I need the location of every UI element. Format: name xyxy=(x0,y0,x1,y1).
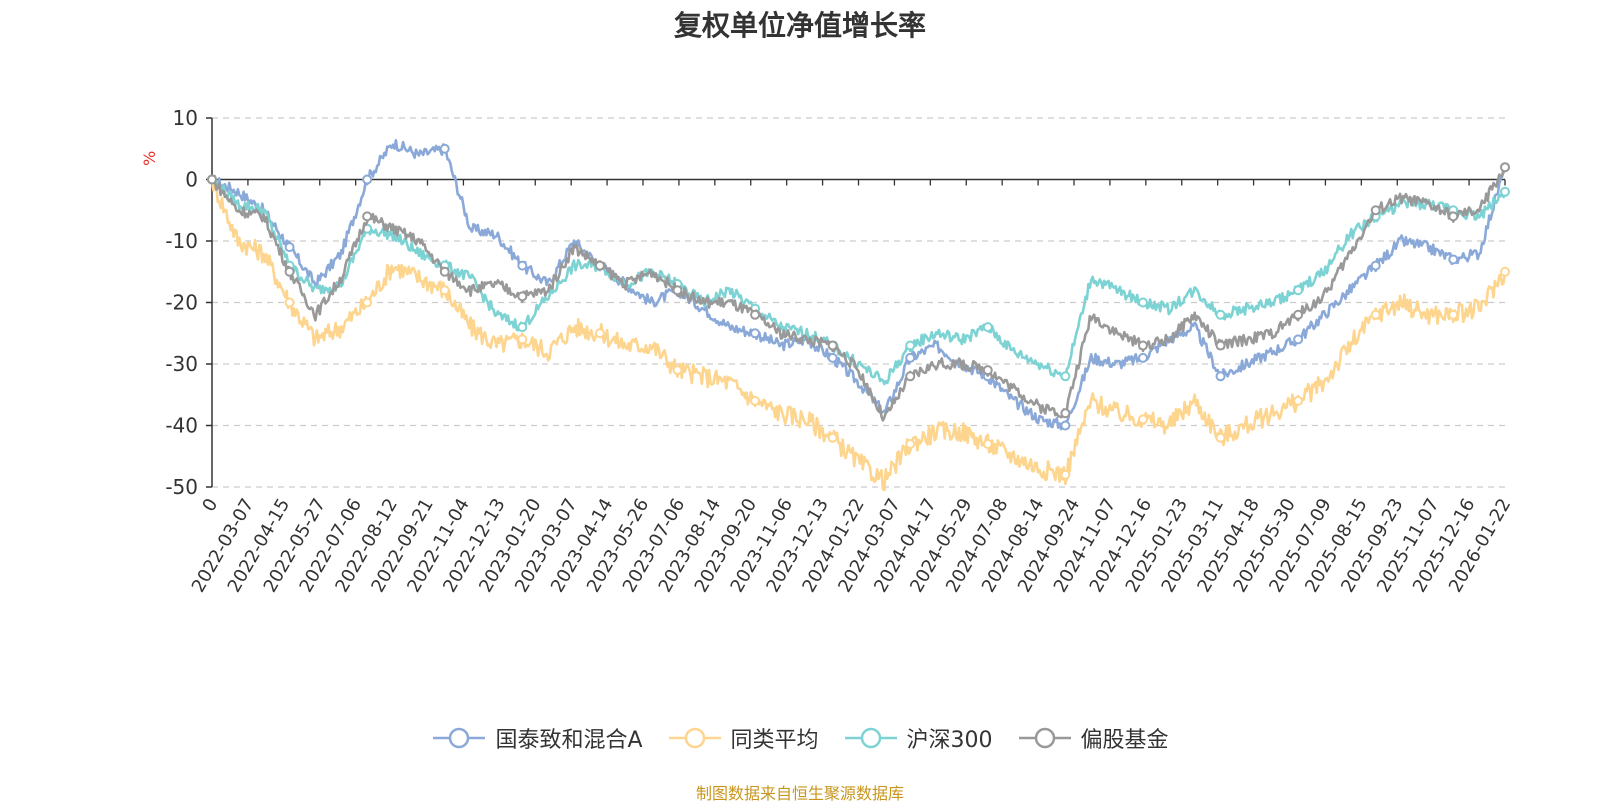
data-point xyxy=(517,334,528,345)
data-point xyxy=(1060,469,1071,480)
data-point xyxy=(1215,309,1226,320)
series-lines xyxy=(207,139,1510,492)
data-point xyxy=(982,322,993,333)
data-point xyxy=(1448,211,1459,222)
data-point xyxy=(1370,309,1381,320)
data-point xyxy=(1215,432,1226,443)
data-point xyxy=(1500,266,1510,277)
data-point xyxy=(1137,352,1148,363)
data-point xyxy=(1060,371,1071,382)
data-point xyxy=(905,438,916,449)
data-point xyxy=(827,352,838,363)
series-line xyxy=(211,166,1507,422)
data-point xyxy=(750,328,761,339)
grid-lines xyxy=(212,117,1505,488)
series-line xyxy=(210,139,1506,431)
legend-item[interactable]: 国泰致和混合A xyxy=(431,722,643,754)
data-point xyxy=(1293,309,1304,320)
source-note: 制图数据来自恒生聚源数据库 xyxy=(695,784,904,803)
y-tick-label: -40 xyxy=(165,414,198,438)
data-point xyxy=(284,242,295,253)
data-point xyxy=(672,365,683,376)
data-point xyxy=(982,438,993,449)
legend-item[interactable]: 偏股基金 xyxy=(1017,722,1169,754)
data-point xyxy=(750,309,761,320)
data-point xyxy=(1448,254,1459,265)
data-point xyxy=(905,352,916,363)
data-point xyxy=(439,285,450,296)
data-point xyxy=(1500,162,1510,173)
data-point xyxy=(362,211,373,222)
data-point xyxy=(362,174,373,185)
data-point xyxy=(207,174,217,185)
data-point xyxy=(1137,340,1148,351)
chart-title: 复权单位净值增长率 xyxy=(673,9,926,42)
legend-label: 同类平均 xyxy=(730,728,819,753)
data-point xyxy=(1500,186,1510,197)
y-tick-label: -50 xyxy=(165,475,198,499)
series-line xyxy=(210,178,1507,386)
y-tick-label: -20 xyxy=(165,291,198,315)
y-tick-label: -10 xyxy=(165,229,198,253)
data-point xyxy=(1137,297,1148,308)
data-point xyxy=(517,260,528,271)
data-point xyxy=(827,340,838,351)
data-point xyxy=(594,328,605,339)
x-tick-label: 0 xyxy=(198,495,222,515)
data-point xyxy=(1060,420,1071,431)
y-tick-label: 0 xyxy=(185,168,198,192)
data-point xyxy=(905,371,916,382)
y-axis-unit-label: % xyxy=(140,151,159,166)
data-point xyxy=(1137,414,1148,425)
legend: 国泰致和混合A 同类平均 沪深300 偏股基金 xyxy=(0,722,1600,754)
series-line xyxy=(210,178,1507,492)
data-point xyxy=(594,260,605,271)
data-point xyxy=(1293,395,1304,406)
data-point xyxy=(750,395,761,406)
data-point xyxy=(1215,371,1226,382)
data-point xyxy=(362,297,373,308)
data-point xyxy=(1370,205,1381,216)
data-point xyxy=(905,340,916,351)
data-point xyxy=(827,432,838,443)
data-point xyxy=(672,285,683,296)
data-point xyxy=(439,266,450,277)
data-point xyxy=(1448,309,1459,320)
legend-swatch-icon xyxy=(844,727,897,749)
data-point xyxy=(1293,334,1304,345)
legend-swatch-icon xyxy=(1018,727,1071,749)
data-point xyxy=(284,297,295,308)
data-point xyxy=(517,291,528,302)
y-tick-label: 10 xyxy=(173,106,198,130)
y-tick-label: -30 xyxy=(165,352,198,376)
legend-label: 偏股基金 xyxy=(1080,728,1169,753)
data-point xyxy=(982,365,993,376)
legend-label: 沪深300 xyxy=(906,728,993,753)
data-point xyxy=(1060,408,1071,419)
legend-label: 国泰致和混合A xyxy=(495,728,643,753)
legend-item[interactable]: 沪深300 xyxy=(843,722,993,754)
legend-item[interactable]: 同类平均 xyxy=(667,722,819,754)
data-point xyxy=(1215,340,1226,351)
data-point xyxy=(284,266,295,277)
data-point xyxy=(439,143,450,154)
data-point xyxy=(517,322,528,333)
legend-swatch-icon xyxy=(433,727,486,749)
data-point xyxy=(1293,285,1304,296)
legend-swatch-icon xyxy=(668,727,721,749)
data-point xyxy=(1370,260,1381,271)
